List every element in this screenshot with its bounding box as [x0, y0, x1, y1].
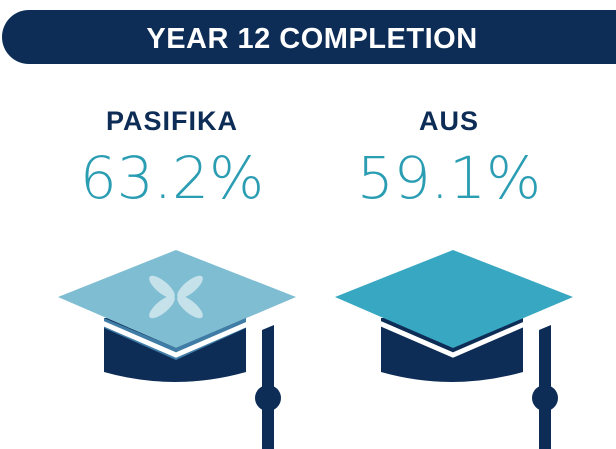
graduation-cap [335, 250, 573, 449]
banner [2, 10, 616, 64]
stat-value: 59.1% [357, 144, 541, 212]
group-label: PASIFIKA [106, 106, 238, 136]
graduation-cap [58, 250, 296, 449]
stat-value: 63.2% [80, 144, 264, 212]
banner-title: YEAR 12 COMPLETION [146, 23, 477, 55]
group-label: AUS [419, 106, 479, 136]
